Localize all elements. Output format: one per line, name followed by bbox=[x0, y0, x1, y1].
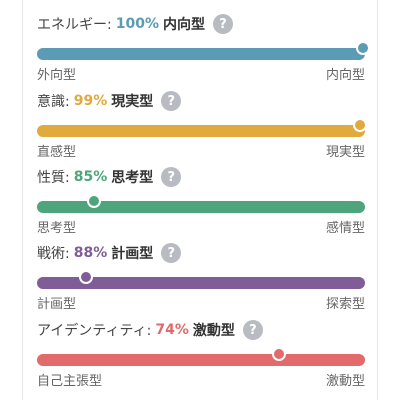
knob-center bbox=[89, 196, 100, 206]
right-end-label: 探索型 bbox=[325, 297, 365, 312]
right-end-label: 激動型 bbox=[325, 374, 365, 389]
help-icon[interactable]: ? bbox=[161, 167, 182, 187]
trait-label: エネルギー: bbox=[37, 17, 112, 33]
trait-header: 性質: 85% 思考型 ? bbox=[37, 165, 182, 189]
knob-center bbox=[273, 349, 284, 359]
trait-slider-knob[interactable] bbox=[356, 41, 370, 55]
trait-percent: 99% bbox=[73, 93, 108, 109]
help-icon[interactable]: ? bbox=[161, 243, 182, 263]
right-end-label: 内向型 bbox=[325, 68, 365, 83]
right-end-label: 現実型 bbox=[325, 145, 365, 160]
trait-track bbox=[37, 201, 365, 213]
trait-slider-knob[interactable] bbox=[352, 118, 367, 132]
trait-label: 性質: bbox=[37, 170, 70, 186]
help-icon[interactable]: ? bbox=[161, 91, 182, 111]
trait-type: 思考型 bbox=[111, 170, 154, 186]
trait-percent: 88% bbox=[73, 245, 108, 261]
knob-center bbox=[358, 43, 368, 53]
knob-center bbox=[80, 272, 91, 282]
trait-header: エネルギー: 100% 内向型 ? bbox=[37, 12, 233, 36]
left-end-label: 思考型 bbox=[37, 221, 77, 236]
trait-header: アイデンティティ: 74% 激動型 ? bbox=[37, 318, 263, 342]
trait-percent: 74% bbox=[155, 322, 189, 338]
trait-slider-knob[interactable] bbox=[87, 194, 102, 208]
trait-percent: 85% bbox=[73, 169, 108, 185]
trait-track bbox=[37, 354, 365, 366]
knob-center bbox=[354, 120, 365, 130]
trait-type: 激動型 bbox=[192, 323, 235, 339]
trait-header: 意識: 99% 現実型 ? bbox=[37, 89, 182, 113]
trait-type: 内向型 bbox=[162, 17, 205, 33]
trait-label: 意識: bbox=[37, 94, 70, 110]
trait-track bbox=[37, 277, 365, 289]
trait-slider-knob[interactable] bbox=[271, 347, 286, 361]
help-icon[interactable]: ? bbox=[242, 320, 263, 340]
trait-type: 計画型 bbox=[111, 246, 154, 262]
help-icon[interactable]: ? bbox=[212, 14, 233, 34]
left-end-label: 外向型 bbox=[37, 68, 77, 83]
trait-header: 戦術: 88% 計画型 ? bbox=[37, 241, 182, 265]
left-end-label: 直感型 bbox=[37, 145, 77, 160]
left-end-label: 計画型 bbox=[37, 297, 77, 312]
trait-track bbox=[37, 125, 365, 137]
trait-type: 現実型 bbox=[111, 94, 154, 110]
trait-label: アイデンティティ: bbox=[37, 323, 152, 339]
trait-percent: 100% bbox=[115, 16, 159, 32]
trait-label: 戦術: bbox=[37, 246, 70, 262]
trait-slider-knob[interactable] bbox=[78, 270, 93, 284]
trait-track bbox=[37, 48, 365, 60]
right-end-label: 感情型 bbox=[325, 221, 365, 236]
left-end-label: 自己主張型 bbox=[37, 374, 103, 389]
personality-traits-panel: エネルギー: 100% 内向型 ? 外向型 内向型 意識: 99% 現実型 ? … bbox=[22, 0, 378, 400]
